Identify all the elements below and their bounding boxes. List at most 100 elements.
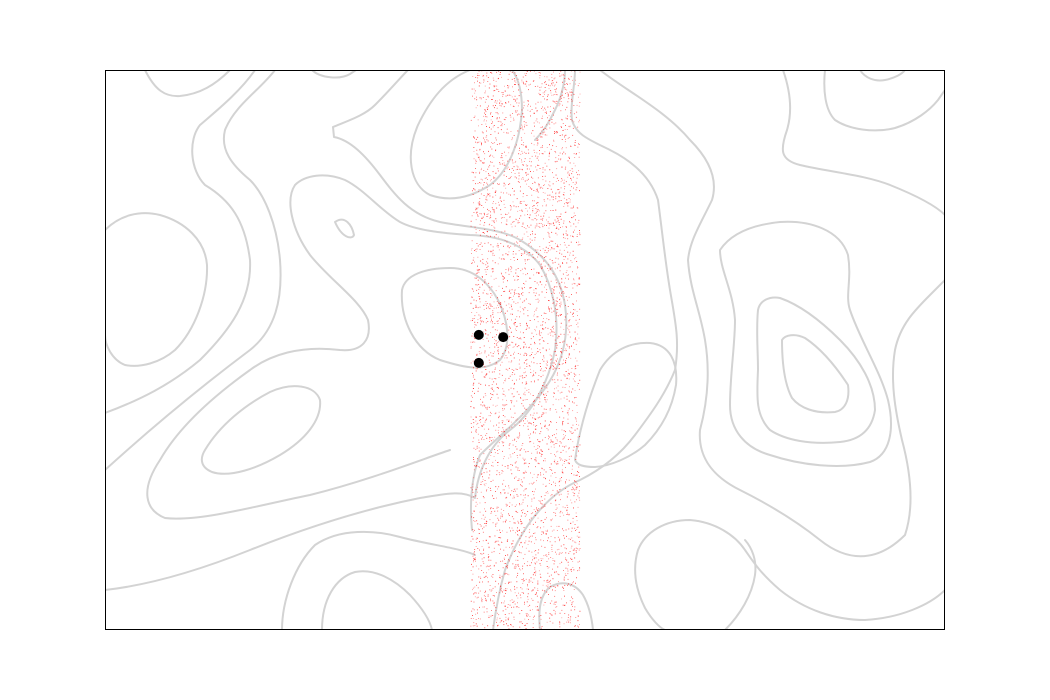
sample-point — [473, 202, 474, 204]
sample-point — [544, 296, 546, 298]
sample-point — [538, 183, 540, 185]
sample-point — [544, 93, 545, 95]
sample-point — [545, 408, 547, 410]
sample-point — [555, 103, 557, 104]
sample-point — [559, 457, 561, 459]
sample-point — [547, 362, 548, 363]
sample-point — [579, 93, 581, 95]
sample-point — [510, 555, 512, 557]
sample-point — [503, 245, 504, 247]
sample-point — [578, 536, 580, 538]
sample-point — [552, 560, 554, 561]
sample-point — [556, 131, 557, 132]
sample-point — [535, 457, 537, 459]
sample-point — [523, 300, 525, 302]
sample-point — [535, 563, 536, 565]
sample-point — [523, 283, 524, 284]
sample-point — [492, 171, 494, 173]
sample-point — [537, 447, 539, 449]
sample-point — [565, 166, 567, 168]
sample-point — [495, 405, 497, 407]
sample-point — [513, 135, 515, 136]
sample-point — [490, 119, 492, 121]
sample-point — [478, 387, 479, 389]
sample-point — [549, 409, 551, 411]
sample-point — [529, 320, 531, 321]
sample-point — [500, 213, 502, 215]
sample-point — [492, 600, 494, 602]
sample-point — [534, 311, 535, 313]
sample-point — [550, 92, 552, 94]
sample-point — [574, 258, 575, 260]
sample-point — [506, 310, 508, 312]
sample-point — [553, 481, 554, 483]
sample-point — [559, 191, 561, 193]
sample-point — [536, 527, 538, 529]
sample-point — [476, 269, 478, 271]
sample-point — [550, 557, 552, 558]
sample-point — [536, 561, 538, 563]
sample-point — [509, 205, 511, 206]
sample-point — [532, 512, 534, 514]
sample-point — [571, 582, 573, 584]
sample-point — [574, 309, 576, 311]
sample-point — [481, 142, 482, 144]
sample-point — [487, 406, 489, 408]
sample-point — [500, 243, 502, 244]
sample-point — [516, 379, 517, 381]
sample-point — [545, 412, 547, 414]
sample-point — [534, 562, 536, 564]
sample-point — [508, 617, 510, 619]
sample-point — [537, 417, 539, 419]
sample-point — [503, 489, 505, 491]
sample-point — [570, 325, 572, 327]
sample-point — [514, 586, 515, 588]
sample-point — [504, 492, 506, 494]
sample-point — [563, 578, 565, 580]
sample-point — [540, 218, 542, 220]
sample-point — [552, 222, 554, 224]
sample-point — [537, 606, 538, 608]
sample-point — [483, 548, 485, 550]
sample-point — [516, 144, 517, 146]
sample-point — [494, 107, 495, 109]
sample-point — [498, 449, 500, 450]
sample-point — [534, 258, 536, 260]
sample-point — [563, 434, 564, 435]
sample-point — [514, 490, 516, 492]
sample-point — [472, 194, 474, 195]
sample-point — [547, 491, 548, 492]
sample-point — [473, 469, 475, 471]
sample-point — [483, 576, 485, 578]
sample-point — [562, 273, 564, 275]
sample-point — [479, 156, 480, 158]
contour-lines — [105, 70, 945, 630]
sample-point — [520, 127, 522, 129]
sample-point — [559, 298, 561, 300]
sample-point — [565, 256, 566, 258]
sample-point — [516, 198, 518, 200]
sample-point — [567, 462, 569, 464]
sample-point — [494, 368, 496, 370]
sample-point — [488, 559, 490, 561]
sample-point — [563, 438, 565, 439]
sample-point — [547, 221, 549, 223]
sample-point — [473, 407, 475, 409]
sample-point — [519, 190, 521, 192]
sample-point — [557, 337, 559, 339]
sample-point — [494, 351, 495, 353]
sample-point — [575, 488, 577, 490]
sample-point — [551, 80, 553, 82]
sample-point — [491, 465, 493, 467]
sample-point — [485, 522, 487, 524]
sample-point — [550, 362, 552, 364]
sample-point — [543, 412, 545, 414]
sample-point — [560, 158, 562, 160]
sample-point — [538, 559, 540, 561]
sample-point — [529, 214, 531, 216]
sample-point — [523, 449, 525, 451]
sample-point — [487, 189, 488, 191]
sample-point — [504, 395, 506, 397]
sample-point — [573, 223, 575, 225]
sample-point — [524, 341, 525, 343]
